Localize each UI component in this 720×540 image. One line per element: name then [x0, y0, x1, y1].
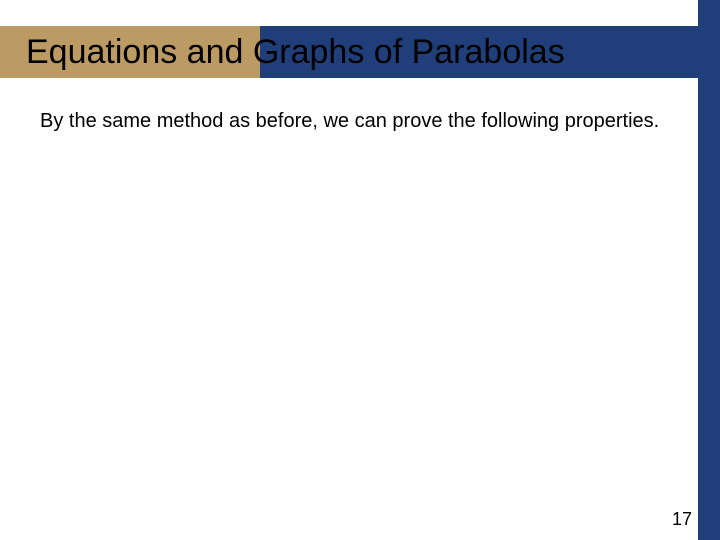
- slide: Equations and Graphs of Parabolas By the…: [0, 0, 720, 540]
- page-number: 17: [672, 509, 692, 530]
- right-stripe: [698, 0, 720, 540]
- slide-title: Equations and Graphs of Parabolas: [26, 26, 565, 78]
- body-text: By the same method as before, we can pro…: [40, 108, 670, 135]
